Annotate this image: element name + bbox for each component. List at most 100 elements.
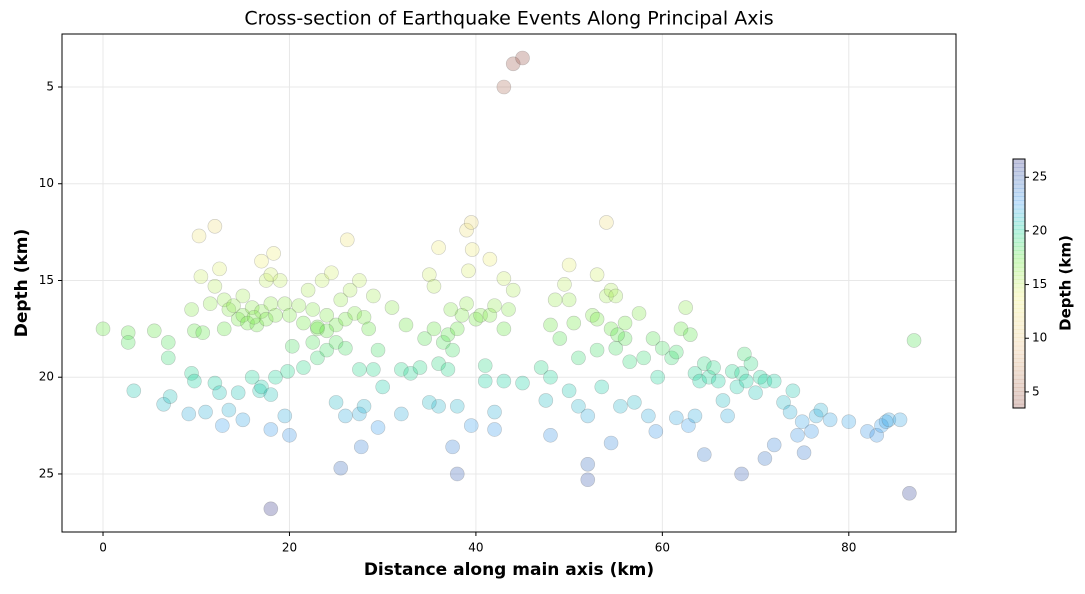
point <box>543 427 558 443</box>
point <box>496 321 512 337</box>
point <box>892 412 908 428</box>
point <box>263 501 279 517</box>
point <box>687 366 703 381</box>
point <box>191 228 207 244</box>
colorbar-segment <box>1013 374 1025 380</box>
point <box>235 412 251 428</box>
colorbar-segment <box>1013 341 1025 347</box>
point <box>697 356 712 371</box>
point <box>782 404 798 420</box>
colorbar-segment <box>1013 358 1025 363</box>
colorbar-segment <box>1013 333 1025 338</box>
colorbar-segment <box>1013 262 1025 268</box>
point <box>664 350 679 366</box>
point <box>710 373 726 389</box>
point <box>338 340 353 356</box>
point <box>547 292 563 308</box>
point <box>724 364 740 379</box>
point <box>463 215 479 230</box>
point <box>258 273 274 288</box>
colorbar-segment <box>1013 325 1025 330</box>
point <box>785 383 801 399</box>
point <box>160 350 176 366</box>
colorbar-segment <box>1013 349 1025 355</box>
colorbar-segment <box>1013 295 1025 301</box>
colorbar-segment <box>1013 179 1025 185</box>
colorbar-segment <box>1013 233 1025 239</box>
colorbar-segment <box>1013 254 1025 260</box>
colorbar-label: Depth (km) <box>1057 235 1075 331</box>
colorbar-segment <box>1013 300 1025 305</box>
colorbar-tick-label: 15 <box>1032 277 1047 291</box>
point <box>648 424 664 439</box>
point <box>487 404 502 420</box>
point <box>449 398 465 414</box>
point <box>431 398 446 414</box>
colorbar-segment <box>1013 183 1025 189</box>
point <box>683 327 698 342</box>
point <box>561 257 577 273</box>
colorbar-segment <box>1013 171 1025 177</box>
point <box>187 373 202 389</box>
point <box>207 278 223 294</box>
point <box>226 298 241 313</box>
point <box>813 402 829 418</box>
point <box>902 486 917 501</box>
colorbar-segment <box>1013 200 1025 206</box>
point <box>216 292 232 308</box>
point <box>738 373 754 389</box>
point <box>160 335 176 350</box>
point <box>328 335 344 350</box>
point <box>454 308 470 323</box>
colorbar-segment <box>1013 378 1025 384</box>
colorbar-segment <box>1013 312 1025 318</box>
point <box>240 315 255 331</box>
point <box>599 288 614 304</box>
point <box>561 383 577 399</box>
point <box>655 340 670 356</box>
point <box>353 439 369 455</box>
point <box>268 308 283 323</box>
point <box>449 466 465 482</box>
colorbar-segment <box>1013 316 1025 322</box>
point <box>207 219 223 234</box>
point <box>669 410 684 426</box>
colorbar-segment <box>1013 366 1025 372</box>
y-tick-label: 25 <box>39 466 54 480</box>
point <box>729 379 745 395</box>
point <box>156 397 171 412</box>
point <box>482 251 498 267</box>
point <box>207 375 223 391</box>
point <box>566 315 582 331</box>
point <box>361 321 377 337</box>
point <box>221 302 237 317</box>
point <box>580 456 596 472</box>
point <box>515 50 530 66</box>
x-tick-label: 40 <box>468 541 483 555</box>
colorbar-segment <box>1013 279 1025 284</box>
point <box>617 315 633 331</box>
x-tick-label: 20 <box>282 541 297 555</box>
colorbar-segment <box>1013 395 1025 401</box>
colorbar-segment <box>1013 192 1025 197</box>
point <box>319 342 335 358</box>
colorbar-tick-label: 20 <box>1032 223 1047 237</box>
point <box>184 302 199 317</box>
point <box>280 364 295 379</box>
point <box>720 408 735 424</box>
point <box>319 323 335 339</box>
point <box>459 296 474 312</box>
point <box>324 265 339 281</box>
colorbar-tick-label: 5 <box>1032 384 1040 398</box>
colorbar-tick-label: 25 <box>1032 170 1047 184</box>
colorbar-segment <box>1013 271 1025 276</box>
point <box>533 360 549 375</box>
point <box>443 302 459 317</box>
point <box>426 321 442 337</box>
colorbar-segment <box>1013 250 1025 255</box>
point <box>333 292 349 308</box>
colorbar-segment <box>1013 337 1025 343</box>
x-tick-label: 0 <box>99 541 107 555</box>
point <box>338 408 353 424</box>
